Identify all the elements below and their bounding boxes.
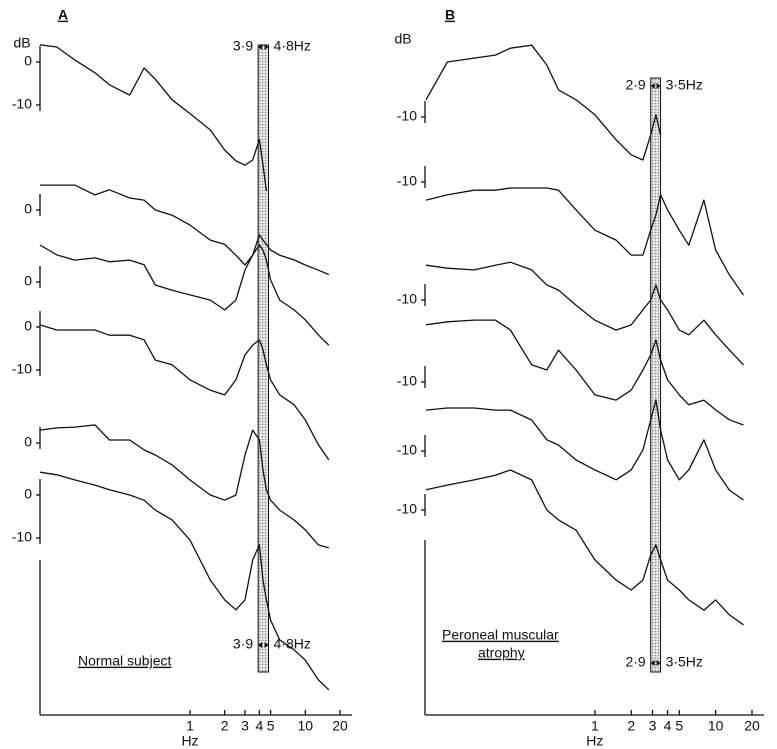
caption: Normal subject [78, 653, 171, 669]
x-tick-label: 3 [649, 718, 657, 734]
y-tick-label: -10 [12, 361, 32, 377]
y-tick-label: 0 [24, 273, 32, 289]
band-label: 2·9 [625, 77, 645, 93]
trace [39, 471, 330, 691]
band-label: 3·5Hz [666, 77, 703, 93]
x-axis-label: Hz [586, 733, 603, 749]
panel-label: A [58, 7, 68, 23]
y-unit: dB [394, 31, 411, 47]
x-tick-label: 1 [186, 718, 194, 734]
y-tick-label: -10 [12, 96, 32, 112]
x-tick-label: 20 [744, 718, 760, 734]
band-label: 4·8Hz [274, 636, 311, 652]
x-tick-label: 4 [256, 718, 264, 734]
band-label: 2·9 [625, 654, 645, 670]
x-tick-label: 20 [332, 718, 348, 734]
trace [39, 424, 329, 549]
x-axis-label: Hz [181, 733, 198, 749]
trace [39, 324, 330, 461]
band-label: 3·9 [233, 38, 253, 54]
x-tick-label: 5 [675, 718, 683, 734]
trace [39, 44, 268, 192]
y-tick-label: 0 [24, 318, 32, 334]
trace [425, 261, 744, 366]
y-tick-label: -10 [397, 173, 417, 189]
band [257, 44, 270, 673]
x-tick-label: 3 [241, 718, 249, 734]
y-tick-label: -10 [397, 442, 417, 458]
trace [425, 44, 662, 161]
y-tick-label: -10 [397, 373, 417, 389]
band-arrow [258, 44, 269, 50]
caption: Peroneal muscular [442, 627, 559, 643]
x-tick-label: 4 [664, 718, 672, 734]
panel-label: B [445, 7, 455, 23]
band [650, 77, 662, 673]
y-tick-label: 0 [24, 486, 32, 502]
band-label: 3·5Hz [666, 654, 703, 670]
trace [425, 319, 744, 426]
y-tick-label: -10 [397, 108, 417, 124]
x-tick-label: 5 [267, 718, 275, 734]
y-tick-label: -10 [397, 291, 417, 307]
trace [425, 469, 744, 626]
band-label: 3·9 [233, 636, 253, 652]
trace [425, 187, 745, 296]
band-arrow [650, 660, 661, 666]
band-arrow [650, 83, 661, 89]
x-tick-label: 1 [591, 718, 599, 734]
trace [40, 184, 330, 276]
y-unit: dB [13, 35, 30, 51]
y-tick-label: 0 [24, 434, 32, 450]
x-tick-label: 2 [627, 718, 635, 734]
band-arrow [258, 642, 269, 648]
trace [39, 244, 330, 346]
band-label: 4·8Hz [274, 38, 311, 54]
x-tick-label: 2 [221, 718, 229, 734]
y-tick-label: -10 [397, 501, 417, 517]
x-tick-label: 10 [708, 718, 724, 734]
trace [425, 399, 744, 501]
x-tick-label: 10 [298, 718, 314, 734]
y-tick-label: 0 [24, 201, 32, 217]
y-tick-label: 0 [24, 53, 32, 69]
y-tick-label: -10 [12, 529, 32, 545]
caption: atrophy [478, 645, 525, 661]
